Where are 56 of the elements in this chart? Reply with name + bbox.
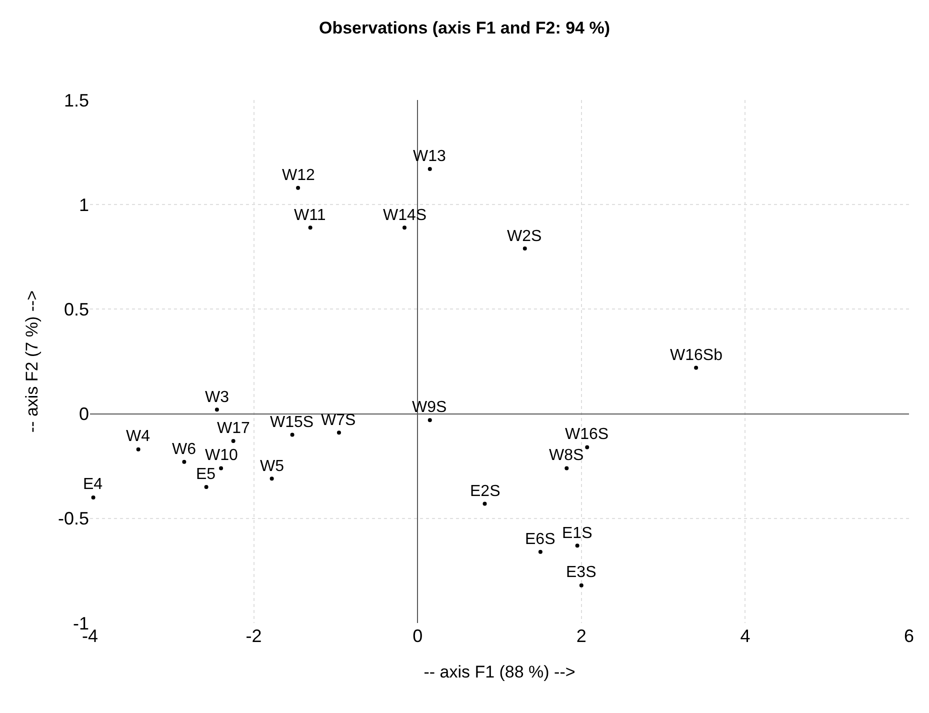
x-tick-label: 4	[740, 626, 750, 646]
point	[296, 186, 300, 190]
annotation: W16S	[565, 426, 609, 443]
point	[136, 447, 140, 452]
y-tick-label: -0.5	[58, 508, 89, 529]
y-tick-label: 1.5	[64, 90, 89, 110]
y-axis-title: -- axis F2 (7 %) -->	[22, 290, 42, 433]
point	[214, 408, 219, 412]
point	[482, 502, 487, 506]
annotation: W2S	[507, 228, 542, 245]
annotation: W10	[205, 447, 238, 464]
annotation: W11	[294, 207, 326, 224]
point	[336, 430, 341, 435]
annotation: W17	[217, 420, 250, 437]
point	[308, 226, 312, 230]
annotation: W6	[172, 441, 196, 458]
annotation: W15S	[270, 414, 314, 431]
annotation: W3	[205, 389, 230, 406]
annotation: E1S	[562, 525, 592, 542]
annotation: W7S	[321, 412, 356, 429]
point	[270, 476, 274, 481]
annotation: E6S	[525, 531, 556, 548]
x-axis-title: -- axis F1 (88 %) -->	[424, 662, 576, 682]
point	[204, 485, 208, 490]
annotation: W16Sb	[670, 347, 723, 364]
annotation: W4	[126, 428, 150, 445]
point	[522, 246, 527, 251]
point	[182, 460, 186, 464]
point	[91, 495, 96, 500]
point	[585, 445, 590, 450]
x-tick-label: 2	[576, 626, 586, 646]
point	[428, 167, 432, 172]
chart-title: Observations (axis F1 and F2: 94 %)	[319, 18, 610, 38]
x-tick-label: -2	[246, 626, 262, 646]
point	[231, 439, 236, 443]
point	[428, 418, 432, 422]
annotation: E5	[196, 466, 216, 483]
annotation: E3S	[566, 564, 596, 581]
annotation: E4	[83, 476, 103, 493]
annotation: W12	[282, 167, 315, 184]
y-tick-label: 0	[78, 404, 89, 424]
point	[402, 226, 406, 230]
point	[538, 550, 542, 554]
point	[290, 432, 294, 437]
annotation: E2S	[470, 483, 500, 500]
point	[579, 583, 584, 588]
point	[564, 466, 569, 470]
annotation: W8S	[549, 447, 584, 464]
y-tick-label: 1	[78, 194, 89, 215]
annotation: W5	[260, 458, 284, 475]
point	[694, 366, 698, 370]
x-tick-label: 6	[904, 626, 914, 646]
point	[219, 466, 224, 470]
y-tick-label: 0.5	[64, 300, 89, 320]
x-tick-label: 0	[412, 626, 423, 646]
point	[575, 544, 580, 548]
